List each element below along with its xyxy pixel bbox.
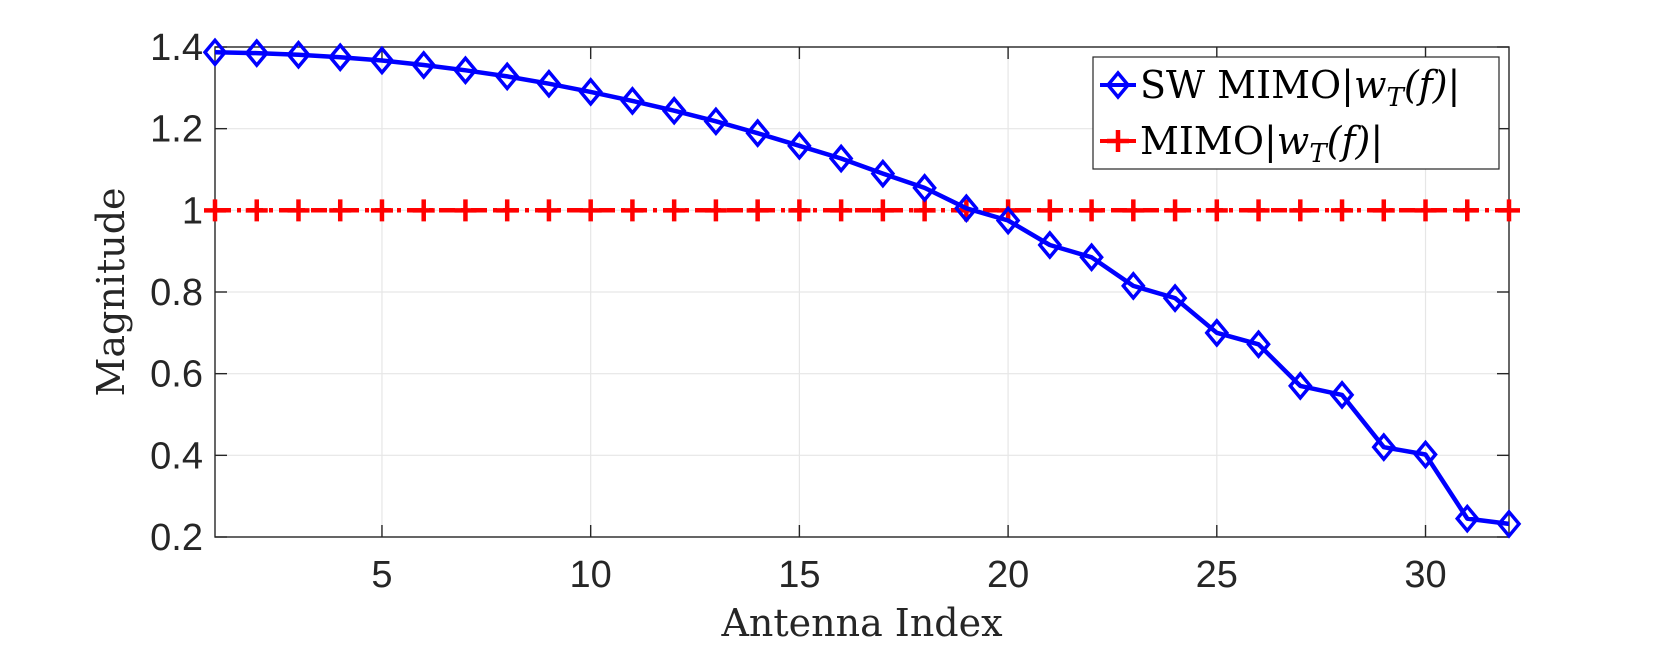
data-point-plus: [1331, 199, 1354, 222]
data-point-plus: [1414, 199, 1437, 222]
data-point-diamond: [828, 143, 854, 174]
data-point-plus: [1456, 199, 1479, 222]
data-point-diamond: [745, 118, 770, 148]
data-point-plus: [1372, 199, 1395, 222]
data-point-diamond: [1496, 509, 1522, 539]
ticks: 5 10 15 20 25 30 0.2 0.4 0.6 0.8 1 1.2 1.4: [150, 27, 1509, 596]
data-point-diamond: [453, 55, 478, 86]
legend-sw-mimo-sub: T: [1387, 83, 1406, 113]
data-point-plus: [287, 199, 310, 222]
x-tick-label: 5: [371, 554, 392, 596]
data-point-plus: [1164, 199, 1187, 222]
data-point-diamond: [1162, 283, 1188, 313]
data-point-plus: [704, 199, 727, 222]
data-point-diamond: [1371, 432, 1397, 462]
data-point-plus: [1080, 199, 1103, 222]
series-line-sw-mimo: [214, 50, 1510, 527]
y-tick-label: 0.8: [150, 272, 203, 314]
data-point-plus: [537, 199, 560, 222]
data-point-plus: [204, 199, 226, 222]
y-tick-label: 0.4: [150, 435, 203, 477]
data-point-plus: [621, 199, 644, 222]
data-point-diamond: [202, 37, 228, 68]
legend-mimo-math: |w: [1264, 119, 1309, 163]
x-tick-label: 10: [570, 554, 612, 596]
data-point-plus: [913, 199, 936, 222]
legend-mimo-tail: (f)|: [1327, 119, 1384, 163]
data-point-plus: [370, 199, 393, 222]
data-point-plus: [830, 199, 853, 222]
data-point-diamond: [1246, 329, 1271, 360]
data-point-plus: [1289, 199, 1312, 222]
data-point-diamond: [787, 131, 812, 161]
legend-mimo-name: MIMO: [1140, 119, 1264, 163]
data-point-diamond: [1037, 230, 1063, 260]
legend-mimo-sub: T: [1309, 139, 1328, 169]
data-point-plus: [496, 199, 519, 222]
data-point-diamond: [1204, 318, 1230, 348]
data-point-diamond: [703, 106, 729, 137]
legend-label-mimo: MIMO|wT(f)|: [1140, 119, 1383, 169]
legend-sw-mimo-math: |w: [1341, 63, 1386, 107]
data-point-diamond: [327, 42, 353, 72]
legend-diamond-marker: [1105, 70, 1131, 100]
data-point-diamond: [369, 45, 395, 76]
data-point-diamond: [995, 205, 1021, 236]
legend-label-sw-mimo: SW MIMO|wT(f)|: [1140, 63, 1460, 113]
y-tick-label: 0.6: [150, 354, 203, 396]
legend: SW MIMO|wT(f)| MIMO|wT(f)|: [1092, 56, 1500, 170]
data-point-plus: [871, 199, 894, 222]
data-point-plus: [1498, 199, 1520, 222]
x-tick-label: 25: [1196, 554, 1238, 596]
data-point-diamond: [870, 158, 896, 189]
legend-sw-mimo-tail: (f)|: [1404, 63, 1461, 107]
data-point-plus: [579, 199, 602, 222]
y-tick-label: 1: [182, 190, 203, 232]
data-point-plus: [663, 199, 686, 222]
data-point-plus: [454, 199, 477, 222]
data-point-plus: [1247, 199, 1270, 222]
data-point-diamond: [661, 95, 687, 126]
y-tick-label: 0.2: [150, 517, 203, 559]
data-point-diamond: [244, 38, 270, 68]
data-point-diamond: [1454, 503, 1480, 534]
data-point-diamond: [912, 173, 937, 203]
x-tick-label: 15: [778, 554, 820, 596]
data-point-diamond: [1121, 271, 1146, 301]
data-point-diamond: [1288, 371, 1313, 401]
data-point-diamond: [536, 69, 562, 99]
data-point-plus: [788, 199, 811, 222]
data-point-plus: [1122, 199, 1145, 222]
x-tick-label: 30: [1404, 554, 1446, 596]
series: [202, 37, 1522, 539]
data-point-diamond: [411, 50, 436, 80]
y-tick-label: 1.4: [150, 27, 203, 69]
data-point-diamond: [286, 40, 311, 70]
data-point-diamond: [620, 86, 645, 116]
data-point-plus: [1038, 199, 1061, 222]
data-point-plus: [245, 199, 268, 222]
x-tick-label: 20: [987, 554, 1029, 596]
data-point-diamond: [954, 193, 979, 224]
data-point-diamond: [494, 61, 520, 92]
legend-sw-mimo-name: SW MIMO: [1140, 63, 1341, 107]
data-point-plus: [1205, 199, 1228, 222]
legend-plus-marker: [1107, 130, 1129, 152]
data-point-diamond: [1079, 242, 1104, 273]
y-tick-label: 1.2: [150, 109, 203, 151]
x-axis-title: Antenna Index: [720, 601, 1002, 645]
data-point-diamond: [1329, 380, 1355, 410]
y-axis-title: Magnitude: [89, 187, 133, 396]
data-point-plus: [746, 199, 769, 222]
data-point-diamond: [578, 77, 603, 107]
legend-box: [1092, 56, 1500, 170]
data-point-plus: [412, 199, 435, 222]
data-point-diamond: [1413, 439, 1438, 470]
data-point-plus: [329, 199, 352, 222]
